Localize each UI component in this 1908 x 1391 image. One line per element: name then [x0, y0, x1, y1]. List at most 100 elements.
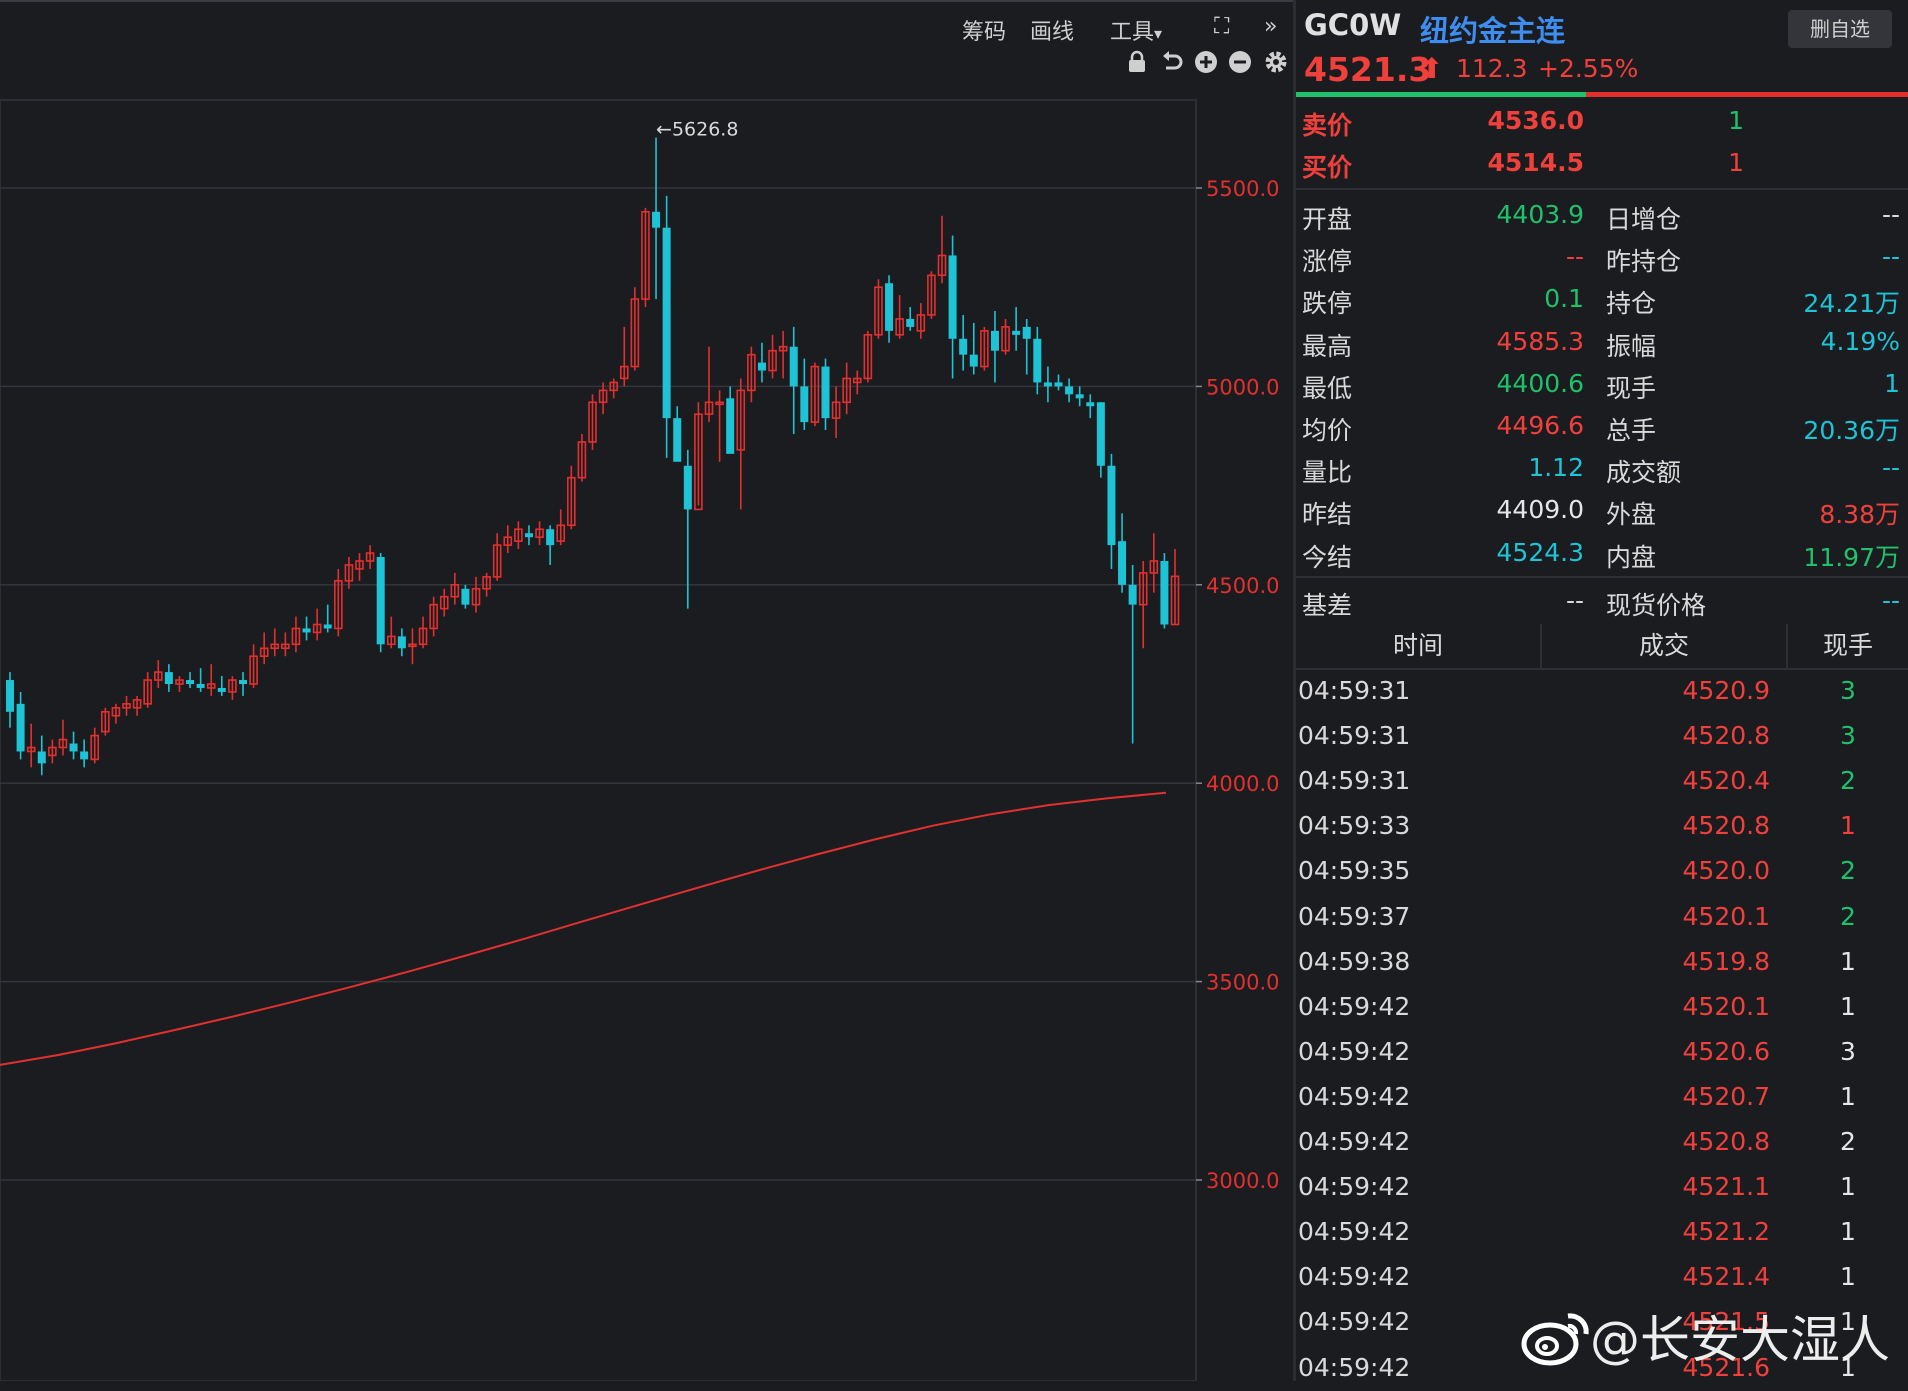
tick-price: 4519.8 — [1682, 946, 1770, 976]
lock-icon[interactable] — [1126, 50, 1148, 80]
candle-body — [132, 699, 142, 709]
tick-price: 4520.1 — [1682, 901, 1770, 931]
stat-label: 振幅 — [1606, 331, 1657, 361]
candle-body — [969, 354, 978, 367]
undo-icon[interactable] — [1160, 50, 1184, 80]
candle-body — [704, 401, 714, 415]
tick-row[interactable]: 04:59:37 4520.1 2 — [1296, 896, 1908, 940]
tick-volume: 2 — [1840, 901, 1856, 931]
kline-chart-area[interactable]: 筹码 画线 工具▾ ⛶ » 5500.0 5000.0 4500.0 4000.0 35… — [0, 0, 1296, 1381]
tick-row[interactable]: 04:59:31 4520.9 3 — [1296, 670, 1908, 714]
candle-body — [461, 588, 470, 605]
candle-body — [1001, 326, 1010, 352]
candle-body — [778, 345, 788, 352]
tick-row[interactable]: 04:59:42 4520.1 1 — [1296, 986, 1908, 1030]
last-price: 4521.3 — [1304, 50, 1432, 89]
candle-body — [1128, 584, 1137, 605]
candle-body — [302, 628, 311, 633]
tick-row[interactable]: 04:59:42 4521.2 1 — [1296, 1211, 1908, 1255]
stat-label: 昨持仓 — [1606, 247, 1682, 277]
tick-row[interactable]: 04:59:42 4521.6 1 — [1296, 1347, 1908, 1391]
candle-body — [270, 643, 280, 650]
zoom-in-icon[interactable] — [1194, 50, 1218, 80]
candle-body — [482, 576, 491, 590]
zoom-out-icon[interactable] — [1228, 50, 1252, 80]
tick-row[interactable]: 04:59:38 4519.8 1 — [1296, 941, 1908, 985]
candle-body — [948, 255, 957, 339]
tick-row[interactable]: 04:59:31 4520.8 3 — [1296, 715, 1908, 759]
candle-body — [556, 524, 566, 542]
tick-time: 04:59:31 — [1298, 721, 1411, 751]
draw-line-button[interactable]: 画线 — [1030, 20, 1075, 45]
candle-body — [48, 746, 57, 757]
tools-button[interactable]: 工具▾ — [1110, 14, 1162, 46]
stat-row: 昨结 4409.0 外盘 8.38万 — [1296, 491, 1908, 533]
col-time[interactable]: 时间 — [1296, 624, 1542, 668]
tick-volume: 1 — [1840, 811, 1856, 841]
stat-value: 1.12 — [1528, 453, 1584, 483]
tick-time: 04:59:38 — [1298, 946, 1411, 976]
tick-volume: 1 — [1840, 1172, 1856, 1202]
tick-row[interactable]: 04:59:42 4520.8 2 — [1296, 1121, 1908, 1165]
tick-row[interactable]: 04:59:35 4520.0 2 — [1296, 850, 1908, 894]
candle-body — [577, 441, 587, 479]
collapse-panel-icon[interactable]: » — [1264, 14, 1278, 39]
separator — [1296, 576, 1908, 578]
tick-row[interactable]: 04:59:42 4520.6 3 — [1296, 1031, 1908, 1075]
expand-icon[interactable]: ⛶ — [1214, 14, 1230, 39]
remove-watchlist-button[interactable]: 删自选 — [1788, 10, 1892, 48]
candle-body — [429, 603, 438, 630]
tick-price: 4520.8 — [1682, 811, 1770, 841]
tick-row[interactable]: 04:59:42 4520.7 1 — [1296, 1076, 1908, 1120]
candle-body — [662, 227, 671, 419]
col-price[interactable]: 成交 — [1542, 624, 1788, 668]
stat-label: 持仓 — [1606, 289, 1657, 319]
candle-body — [821, 366, 830, 419]
tick-row[interactable]: 04:59:42 4521.5 1 — [1296, 1301, 1908, 1345]
col-volume[interactable]: 现手 — [1822, 631, 1873, 660]
candle-body — [408, 643, 417, 648]
tick-row[interactable]: 04:59:33 4520.8 1 — [1296, 805, 1908, 849]
stat-label: 跌停 — [1302, 289, 1353, 319]
tick-time: 04:59:42 — [1298, 1352, 1411, 1382]
tick-row[interactable]: 04:59:42 4521.4 1 — [1296, 1256, 1908, 1300]
ask-volume: 1 — [1728, 106, 1744, 135]
candle-body — [641, 211, 650, 300]
candle-body — [1043, 382, 1052, 387]
tick-row[interactable]: 04:59:42 4521.1 1 — [1296, 1166, 1908, 1210]
instrument-name[interactable]: 纽约金主连 — [1420, 14, 1566, 48]
candle-body — [69, 743, 78, 752]
candle-body — [535, 528, 544, 538]
stat-label: 均价 — [1302, 416, 1353, 445]
candle-body — [492, 544, 502, 578]
gear-icon[interactable] — [1264, 50, 1288, 80]
stat-value: -- — [1565, 242, 1584, 272]
stat-label: 总手 — [1606, 416, 1657, 445]
candle-body — [206, 683, 216, 689]
candle-body — [789, 346, 798, 387]
high-price-marker: ←5626.8 — [656, 119, 738, 141]
candle-body — [514, 528, 523, 542]
tick-price: 4521.4 — [1682, 1262, 1770, 1292]
candle-body — [90, 734, 100, 761]
weibo-logo-icon — [1521, 1313, 1589, 1366]
tick-row[interactable]: 04:59:31 4520.4 2 — [1296, 760, 1908, 804]
candle-body — [323, 624, 332, 629]
arrow-up-icon: ⬆ — [1420, 52, 1444, 85]
stat-label: 开盘 — [1302, 205, 1353, 234]
moving-average-line — [0, 791, 1167, 1066]
candle-body — [757, 362, 766, 371]
stat-label: 量比 — [1302, 458, 1353, 488]
candle-body — [239, 680, 247, 684]
stat-value: -- — [1881, 242, 1900, 272]
tick-time: 04:59:42 — [1298, 1081, 1411, 1111]
candle-body — [694, 413, 703, 511]
buy-sell-ratio-red — [1586, 92, 1908, 97]
price-change-percent: +2.55% — [1538, 54, 1639, 83]
y-tick-label: 5000.0 — [1206, 375, 1279, 399]
chips-button[interactable]: 筹码 — [962, 20, 1007, 45]
kline-chart[interactable]: 5500.0 5000.0 4500.0 4000.0 3500.0 3000.0 ←562… — [0, 0, 1293, 1381]
y-tick-label: 5500.0 — [1206, 177, 1279, 201]
panel-divider[interactable] — [1293, 0, 1296, 1381]
tick-volume: 2 — [1840, 766, 1856, 796]
